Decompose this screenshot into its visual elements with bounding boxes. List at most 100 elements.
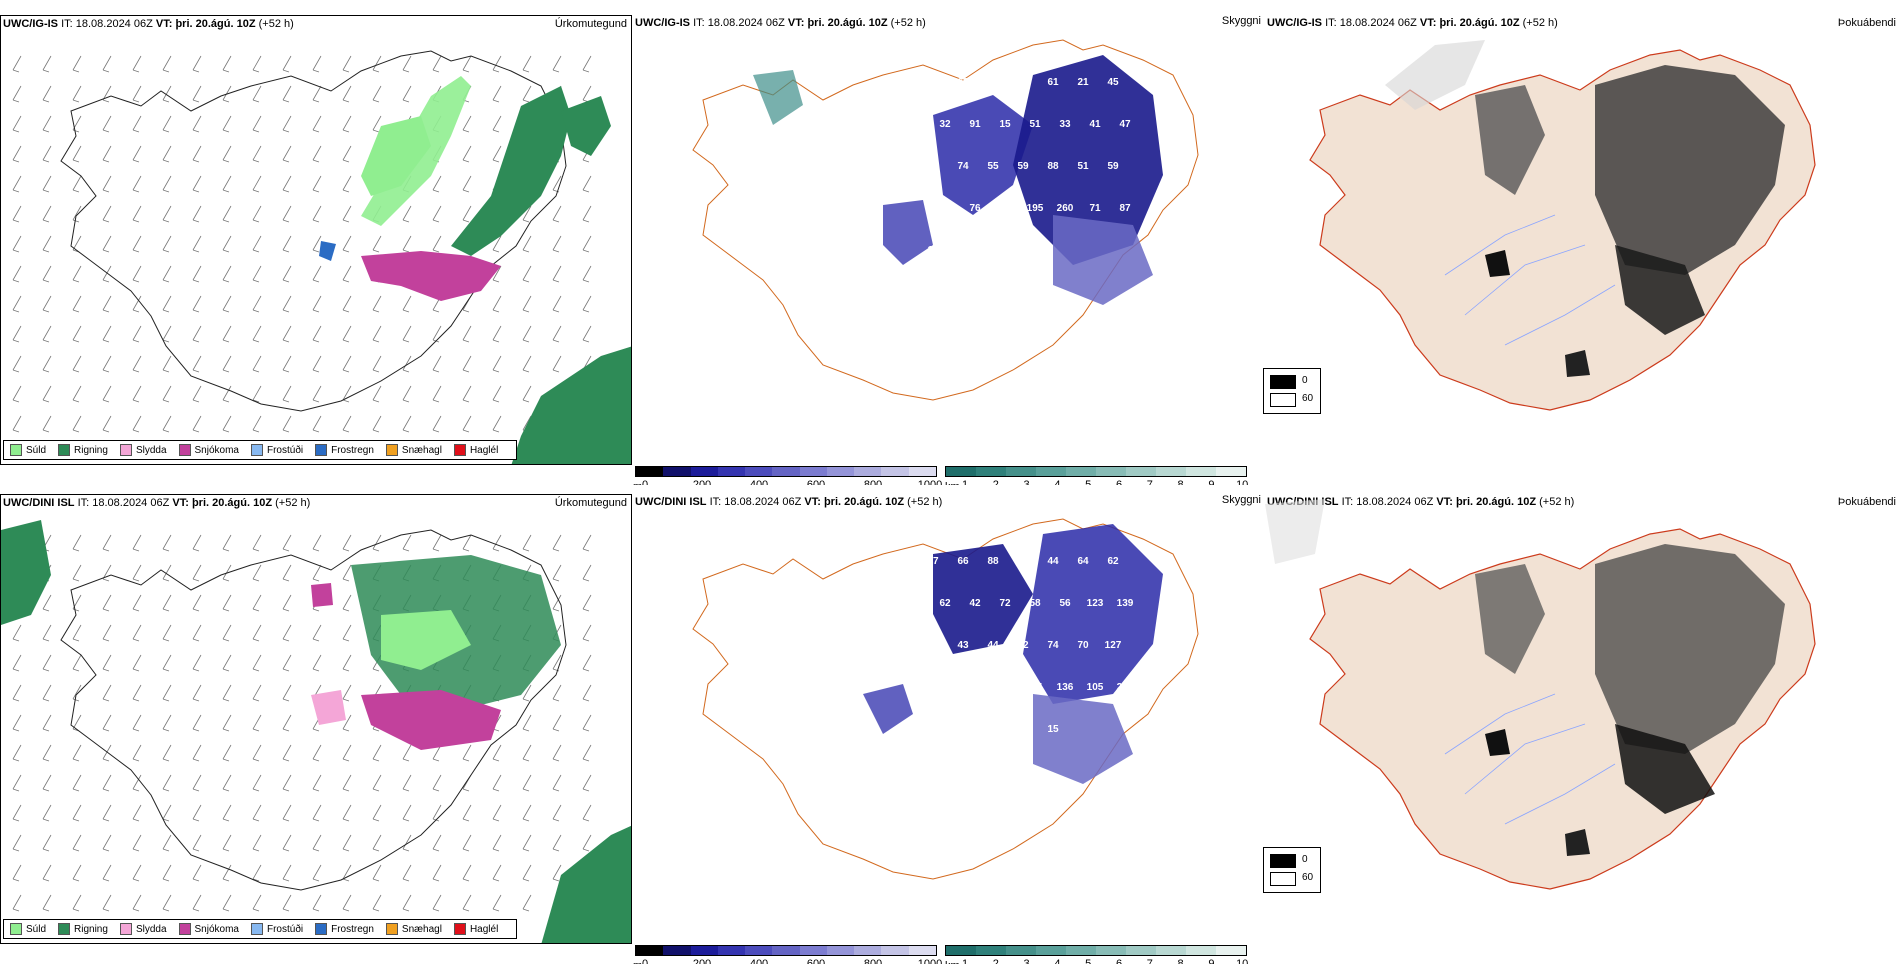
- wind-barb: [312, 85, 322, 103]
- colorbar-swatch: [854, 467, 882, 476]
- wind-barb: [102, 624, 112, 642]
- visibility-value-label: 74: [957, 161, 969, 172]
- wind-barb: [342, 804, 352, 822]
- wind-barb: [492, 115, 502, 133]
- wind-barb: [162, 235, 172, 253]
- wind-barb: [102, 205, 112, 223]
- visibility-panel-dini: UWC/DINI ISL IT: 18.08.2024 06Z VT: þri.…: [633, 494, 1265, 964]
- wind-barb: [432, 864, 442, 882]
- wind-barb: [72, 834, 82, 852]
- visibility-value-label: 59: [1107, 161, 1119, 172]
- colorbar-swatch: [976, 946, 1006, 955]
- wind-barb: [42, 385, 52, 403]
- wind-barb: [402, 804, 412, 822]
- wind-barb: [492, 864, 502, 882]
- fog-legend: 0 60: [1263, 368, 1321, 414]
- wind-barb: [222, 894, 232, 912]
- wind-barb: [522, 235, 532, 253]
- visibility-value-label: 45: [927, 161, 939, 172]
- visibility-value-label: 244: [1117, 682, 1134, 693]
- wind-barb: [432, 235, 442, 253]
- visibility-value-label: 72: [999, 598, 1011, 609]
- visibility-value-label: 66: [957, 556, 969, 567]
- colorbar-swatch: [772, 467, 800, 476]
- wind-barb: [342, 624, 352, 642]
- wind-barb: [42, 115, 52, 133]
- wind-barb: [162, 864, 172, 882]
- wind-barb: [132, 864, 142, 882]
- colorbar-swatch: [663, 467, 691, 476]
- wind-barb: [42, 175, 52, 193]
- wind-barb: [462, 115, 472, 133]
- legend-item: Frostregn: [315, 444, 374, 456]
- wind-barb: [492, 265, 502, 283]
- wind-barb: [222, 115, 232, 133]
- visibility-value-label: 21: [1077, 77, 1089, 88]
- visibility-value-label: 76: [969, 203, 981, 214]
- wind-barb: [312, 624, 322, 642]
- colorbar-swatch: [1006, 946, 1036, 955]
- wind-barb: [582, 684, 592, 702]
- wind-barb: [252, 894, 262, 912]
- visibility-value-label: 133: [967, 682, 984, 693]
- wind-barb: [552, 864, 562, 882]
- wind-barb: [552, 55, 562, 73]
- visibility-value-label: 62: [939, 598, 951, 609]
- panel-title: UWC/IG-IS IT: 18.08.2024 06Z VT: þri. 20…: [3, 18, 294, 30]
- wind-barb: [72, 325, 82, 343]
- wind-barb: [252, 744, 262, 762]
- visibility-map: 47 66 88 106 44 64 62 62 42 72 58 56 123 139 45 43 44 52 7…: [692, 518, 1199, 880]
- wind-barb: [312, 145, 322, 163]
- wind-barb: [252, 564, 262, 582]
- visibility-value-label: 55: [987, 161, 999, 172]
- wind-barb: [162, 594, 172, 612]
- wind-barb: [222, 624, 232, 642]
- wind-barb: [192, 684, 202, 702]
- wind-barb: [42, 325, 52, 343]
- wind-barb: [342, 654, 352, 672]
- colorbar-swatch: [1096, 946, 1126, 955]
- colorbar-swatch: [690, 946, 718, 955]
- wind-barb: [282, 175, 292, 193]
- colorbar-swatch: [799, 467, 827, 476]
- wind-barb: [132, 205, 142, 223]
- wind-barb: [252, 385, 262, 403]
- colorbar-swatch: [1186, 946, 1216, 955]
- wind-barb: [462, 864, 472, 882]
- wind-barb: [342, 774, 352, 792]
- wind-barb: [312, 115, 322, 133]
- wind-barb: [312, 744, 322, 762]
- wind-barb: [552, 684, 562, 702]
- visibility-value-label: 61: [1047, 77, 1059, 88]
- wind-barb: [72, 115, 82, 133]
- wind-barb: [372, 85, 382, 103]
- wind-barb: [342, 145, 352, 163]
- wind-barb: [402, 355, 412, 373]
- wind-barb: [522, 385, 532, 403]
- wind-barb: [222, 385, 232, 403]
- wind-barb: [72, 85, 82, 103]
- wind-barb: [12, 415, 22, 433]
- wind-barb: [252, 804, 262, 822]
- legend-item: Snæhagl: [385, 444, 442, 456]
- wind-barb: [162, 265, 172, 283]
- wind-barb: [552, 744, 562, 762]
- legend-swatch: [315, 923, 328, 935]
- wind-barb: [402, 894, 412, 912]
- wind-barb: [582, 624, 592, 642]
- wind-barb: [282, 864, 292, 882]
- visibility-value-label: 70: [1077, 640, 1089, 651]
- wind-barb: [102, 834, 112, 852]
- wind-barb: [192, 534, 202, 552]
- wind-barb: [282, 355, 292, 373]
- visibility-value-label: 58: [1029, 598, 1041, 609]
- wind-barb: [432, 205, 442, 223]
- wind-barb: [132, 385, 142, 403]
- wind-barb: [192, 325, 202, 343]
- legend-item: Snjókoma: [178, 444, 239, 456]
- wind-barb: [192, 564, 202, 582]
- wind-barb: [192, 834, 202, 852]
- wind-barb: [582, 235, 592, 253]
- visibility-value-label: 47: [1119, 119, 1131, 130]
- wind-barb: [432, 355, 442, 373]
